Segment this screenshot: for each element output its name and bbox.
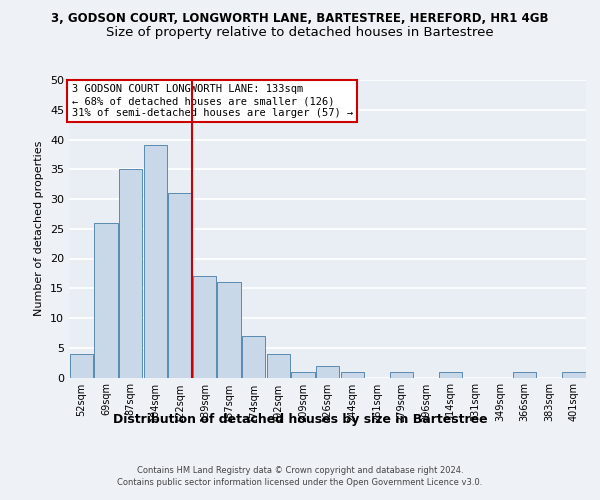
Text: Size of property relative to detached houses in Bartestree: Size of property relative to detached ho…	[106, 26, 494, 39]
Bar	[316, 366, 339, 378]
Text: Contains HM Land Registry data © Crown copyright and database right 2024.: Contains HM Land Registry data © Crown c…	[137, 466, 463, 475]
Bar	[439, 372, 463, 378]
Bar	[193, 276, 216, 378]
Bar	[119, 169, 142, 378]
Bar	[94, 223, 118, 378]
Text: Contains public sector information licensed under the Open Government Licence v3: Contains public sector information licen…	[118, 478, 482, 487]
Text: 3, GODSON COURT, LONGWORTH LANE, BARTESTREE, HEREFORD, HR1 4GB: 3, GODSON COURT, LONGWORTH LANE, BARTEST…	[51, 12, 549, 26]
Bar	[390, 372, 413, 378]
Bar	[143, 146, 167, 378]
Y-axis label: Number of detached properties: Number of detached properties	[34, 141, 44, 316]
Bar	[217, 282, 241, 378]
Bar	[513, 372, 536, 378]
Bar	[562, 372, 586, 378]
Text: 3 GODSON COURT LONGWORTH LANE: 133sqm
← 68% of detached houses are smaller (126): 3 GODSON COURT LONGWORTH LANE: 133sqm ← …	[71, 84, 353, 117]
Bar	[168, 193, 191, 378]
Bar	[70, 354, 93, 378]
Bar	[291, 372, 314, 378]
Bar	[266, 354, 290, 378]
Bar	[242, 336, 265, 378]
Text: Distribution of detached houses by size in Bartestree: Distribution of detached houses by size …	[113, 412, 487, 426]
Bar	[341, 372, 364, 378]
